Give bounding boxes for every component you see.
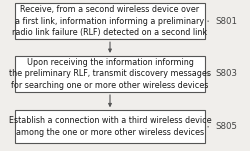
Text: Receive, from a second wireless device over
a first link, information informing : Receive, from a second wireless device o… [12, 5, 207, 37]
FancyBboxPatch shape [15, 110, 205, 143]
Text: Establish a connection with a third wireless device
among the one or more other : Establish a connection with a third wire… [9, 116, 211, 137]
Text: S805: S805 [215, 122, 237, 131]
Text: S803: S803 [215, 69, 237, 79]
Text: Upon receiving the information informing
the preliminary RLF, transmit discovery: Upon receiving the information informing… [9, 58, 211, 90]
Text: S801: S801 [215, 17, 237, 26]
FancyBboxPatch shape [15, 56, 205, 92]
FancyBboxPatch shape [15, 3, 205, 39]
